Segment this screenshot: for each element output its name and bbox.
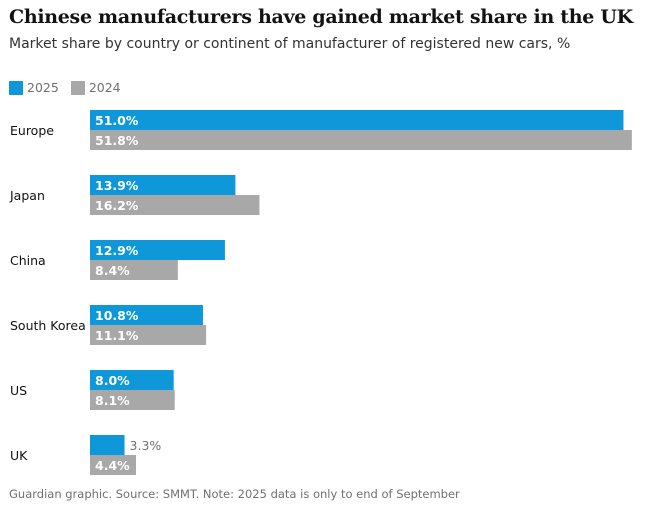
bar-south-korea-2024 <box>90 325 207 345</box>
chart-title: Chinese manufacturers have gained market… <box>9 6 633 28</box>
data-label-japan-2025: 13.9% <box>95 178 139 193</box>
chart-subtitle: Market share by country or continent of … <box>9 36 571 52</box>
bar-europe-2025 <box>90 110 624 130</box>
data-label-us-2024: 8.1% <box>95 393 130 408</box>
bar-china-2024 <box>90 260 178 280</box>
data-label-china-2024: 8.4% <box>95 263 130 278</box>
category-label-japan: Japan <box>9 188 45 203</box>
legend-item-2024: 2024 <box>70 80 121 95</box>
data-label-japan-2024: 16.2% <box>95 198 139 213</box>
legend-label-2024: 2024 <box>88 80 121 95</box>
data-label-south-korea-2025: 10.8% <box>95 308 139 323</box>
category-label-us: US <box>10 383 27 398</box>
data-label-china-2025: 12.9% <box>95 243 139 258</box>
bar-us-2024 <box>90 390 175 410</box>
legend-swatch-2024 <box>70 80 85 95</box>
legend: 2025 2024 <box>9 80 133 95</box>
legend-label-2025: 2025 <box>27 80 59 95</box>
data-label-uk-2024: 4.4% <box>95 458 130 473</box>
legend-item-2025: 2025 <box>9 80 59 95</box>
bar-us-2025 <box>90 370 174 390</box>
category-label-europe: Europe <box>10 123 54 138</box>
bar-uk-2025 <box>90 435 125 455</box>
category-label-south-korea: South Korea <box>10 318 86 333</box>
bar-japan-2025 <box>90 175 236 195</box>
data-label-us-2025: 8.0% <box>95 373 130 388</box>
bar-japan-2024 <box>90 195 260 215</box>
bar-europe-2024 <box>90 130 632 150</box>
data-label-uk-2025: 3.3% <box>130 438 162 453</box>
source-note: Guardian graphic. Source: SMMT. Note: 20… <box>9 487 460 501</box>
data-label-south-korea-2024: 11.1% <box>95 328 139 343</box>
category-label-china: China <box>10 253 46 268</box>
data-label-europe-2025: 51.0% <box>95 113 139 128</box>
bar-china-2025 <box>90 240 225 260</box>
bar-uk-2024 <box>90 455 137 475</box>
bar-south-korea-2025 <box>90 305 203 325</box>
category-label-uk: UK <box>10 448 28 463</box>
data-label-europe-2024: 51.8% <box>95 133 139 148</box>
legend-swatch-2025 <box>9 80 23 95</box>
